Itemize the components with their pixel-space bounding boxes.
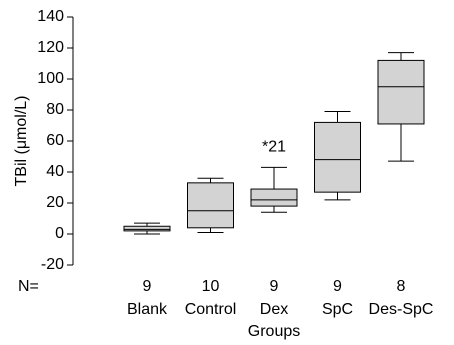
y-axis-label: TBil (μmol/L) — [13, 96, 30, 187]
y-tick-label: 0 — [55, 225, 64, 242]
y-tick-label: 80 — [46, 101, 64, 118]
x-tick-label: Dex — [260, 301, 288, 318]
box — [377, 59, 425, 125]
n-count: 8 — [397, 278, 406, 295]
x-tick-label: SpC — [322, 301, 353, 318]
y-tick-label: -20 — [41, 256, 64, 273]
x-tick-label: Control — [185, 301, 237, 318]
box — [123, 225, 171, 232]
n-count: 9 — [143, 278, 152, 295]
box — [187, 182, 234, 229]
n-count: 9 — [270, 278, 279, 295]
n-count: 9 — [333, 278, 342, 295]
y-tick-label: 100 — [37, 70, 64, 87]
x-tick-label: Blank — [127, 301, 168, 318]
n-label: N= — [18, 278, 39, 295]
x-tick-label: Des-SpC — [369, 301, 434, 318]
annotation: *21 — [262, 139, 286, 156]
y-tick-label: 20 — [46, 194, 64, 211]
x-axis-label: Groups — [248, 323, 300, 340]
y-tick-label: 60 — [46, 132, 64, 149]
n-count: 10 — [202, 278, 220, 295]
y-tick-label: 40 — [46, 163, 64, 180]
y-tick-label: 120 — [37, 39, 64, 56]
box — [314, 121, 361, 193]
y-tick-label: 140 — [37, 8, 64, 25]
box — [250, 188, 298, 207]
